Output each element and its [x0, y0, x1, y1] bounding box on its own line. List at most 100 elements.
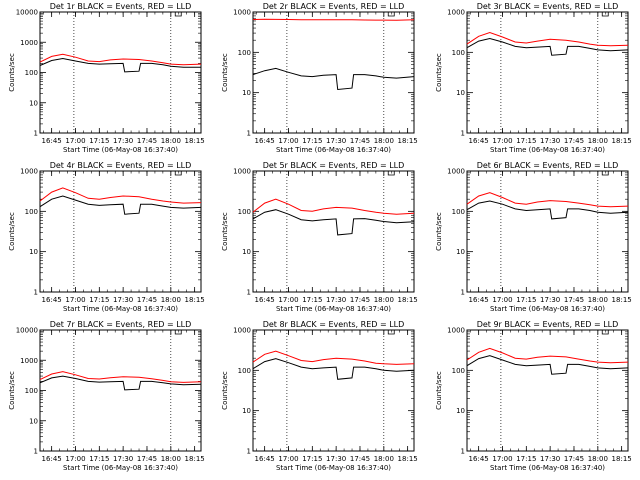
x-tick-label: 17:30 — [540, 455, 560, 463]
x-axis-label: Start Time (06-May-08 16:37:40) — [276, 464, 391, 472]
lld-series-line — [466, 31, 629, 47]
chart-title: Det 6r BLACK = Events, RED = LLD — [477, 161, 619, 170]
x-tick-label: 17:45 — [137, 296, 157, 304]
chart-panel: Det 9r BLACK = Events, RED = LLD 1 10 100 10… — [435, 320, 632, 472]
y-tick-label: 1000 — [447, 327, 465, 335]
x-tick-label: 17:45 — [564, 296, 584, 304]
y-tick-label: 1 — [461, 289, 465, 297]
x-tick-label: 18:15 — [612, 296, 632, 304]
y-tick-label: 1 — [34, 448, 38, 456]
y-tick-label: 10 — [29, 99, 38, 107]
x-axis-label: Start Time (06-May-08 16:37:40) — [276, 146, 391, 154]
y-tick-label: 100 — [25, 69, 38, 77]
y-tick-label: 100 — [25, 208, 38, 216]
x-tick-label: 17:15 — [516, 137, 536, 145]
x-axis-label: Start Time (06-May-08 16:37:40) — [63, 464, 178, 472]
plot-frame — [39, 11, 202, 134]
y-axis-label: Counts/sec — [435, 212, 443, 251]
x-axis-label: Start Time (06-May-08 16:37:40) — [490, 146, 605, 154]
x-tick-label: 18:15 — [398, 296, 418, 304]
x-tick-label: 17:45 — [137, 137, 157, 145]
y-tick-label: 1 — [247, 448, 251, 456]
x-tick-label: 17:30 — [113, 455, 133, 463]
x-tick-label: 17:30 — [540, 296, 560, 304]
x-tick-label: 18:15 — [398, 455, 418, 463]
y-tick-label: 1000 — [447, 168, 465, 176]
chart-panel: Det 3r BLACK = Events, RED = LLD 1 10 100 10… — [435, 2, 632, 154]
y-tick-label: 1 — [34, 130, 38, 138]
x-tick-label: 17:00 — [492, 455, 512, 463]
y-tick-label: 100 — [452, 49, 465, 57]
x-tick-label: 18:00 — [588, 296, 608, 304]
x-tick-label: 16:45 — [255, 296, 275, 304]
y-tick-label: 100 — [25, 387, 38, 395]
x-tick-label: 18:15 — [185, 137, 205, 145]
x-axis-label: Start Time (06-May-08 16:37:40) — [63, 146, 178, 154]
y-axis-label: Counts/sec — [221, 53, 229, 92]
x-tick-label: 17:00 — [65, 296, 85, 304]
lld-series-line — [252, 350, 415, 365]
y-tick-label: 1000 — [233, 168, 251, 176]
x-tick-label: 18:00 — [374, 296, 394, 304]
y-tick-label: 1 — [461, 130, 465, 138]
x-tick-label: 18:00 — [161, 296, 181, 304]
plot-frame — [252, 11, 415, 134]
boundary-marker-icon — [174, 171, 182, 176]
y-tick-label: 1000 — [20, 168, 38, 176]
x-tick-label: 16:45 — [42, 137, 62, 145]
x-tick-label: 18:15 — [185, 455, 205, 463]
y-tick-label: 100 — [238, 367, 251, 375]
x-tick-label: 17:00 — [278, 455, 298, 463]
y-axis-label: Counts/sec — [8, 212, 16, 251]
boundary-marker-icon — [387, 12, 395, 17]
x-tick-label: 18:00 — [161, 137, 181, 145]
plot-frame — [39, 170, 202, 293]
chart-title: Det 9r BLACK = Events, RED = LLD — [477, 320, 619, 329]
y-tick-label: 10 — [242, 407, 251, 415]
x-tick-label: 17:00 — [65, 137, 85, 145]
x-tick-label: 16:45 — [42, 455, 62, 463]
boundary-marker-icon — [174, 12, 182, 17]
y-tick-label: 1000 — [233, 9, 251, 17]
plot-frame — [252, 170, 415, 293]
x-axis-label: Start Time (06-May-08 16:37:40) — [490, 305, 605, 313]
x-tick-label: 17:15 — [516, 296, 536, 304]
boundary-marker-icon — [174, 330, 182, 335]
boundary-marker-icon — [601, 330, 609, 335]
x-tick-label: 17:00 — [278, 137, 298, 145]
x-tick-label: 17:00 — [278, 296, 298, 304]
y-tick-label: 100 — [452, 367, 465, 375]
x-tick-label: 17:30 — [326, 455, 346, 463]
events-series-line — [466, 200, 629, 220]
lld-series-line — [252, 18, 415, 21]
y-tick-label: 1000 — [20, 39, 38, 47]
y-tick-label: 10000 — [16, 9, 38, 17]
events-series-line — [39, 57, 201, 73]
chart-title: Det 2r BLACK = Events, RED = LLD — [263, 2, 405, 11]
events-series-line — [466, 355, 629, 375]
x-tick-label: 17:00 — [492, 137, 512, 145]
events-series-line — [466, 37, 629, 56]
lld-series-line — [39, 371, 202, 383]
x-tick-label: 17:45 — [564, 137, 584, 145]
y-tick-label: 10 — [29, 248, 38, 256]
x-tick-label: 16:45 — [42, 296, 62, 304]
y-tick-label: 1 — [247, 289, 251, 297]
y-tick-label: 100 — [238, 49, 251, 57]
events-series-line — [252, 358, 415, 380]
plot-frame — [466, 170, 629, 293]
chart-title: Det 8r BLACK = Events, RED = LLD — [263, 320, 405, 329]
x-tick-label: 18:00 — [161, 455, 181, 463]
chart-title: Det 4r BLACK = Events, RED = LLD — [50, 161, 192, 170]
chart-panel: Det 4r BLACK = Events, RED = LLD 1 10 100 10… — [8, 161, 205, 313]
x-tick-label: 17:45 — [350, 296, 370, 304]
lld-series-line — [252, 198, 415, 215]
x-tick-label: 17:45 — [564, 455, 584, 463]
lld-series-line — [466, 192, 629, 208]
y-tick-label: 10 — [242, 89, 251, 97]
chart-panel: Det 1r BLACK = Events, RED = LLD 1 10 100 10… — [8, 2, 205, 154]
x-tick-label: 17:15 — [302, 137, 322, 145]
y-tick-label: 1000 — [233, 327, 251, 335]
y-tick-label: 1 — [34, 289, 38, 297]
boundary-marker-icon — [601, 12, 609, 17]
